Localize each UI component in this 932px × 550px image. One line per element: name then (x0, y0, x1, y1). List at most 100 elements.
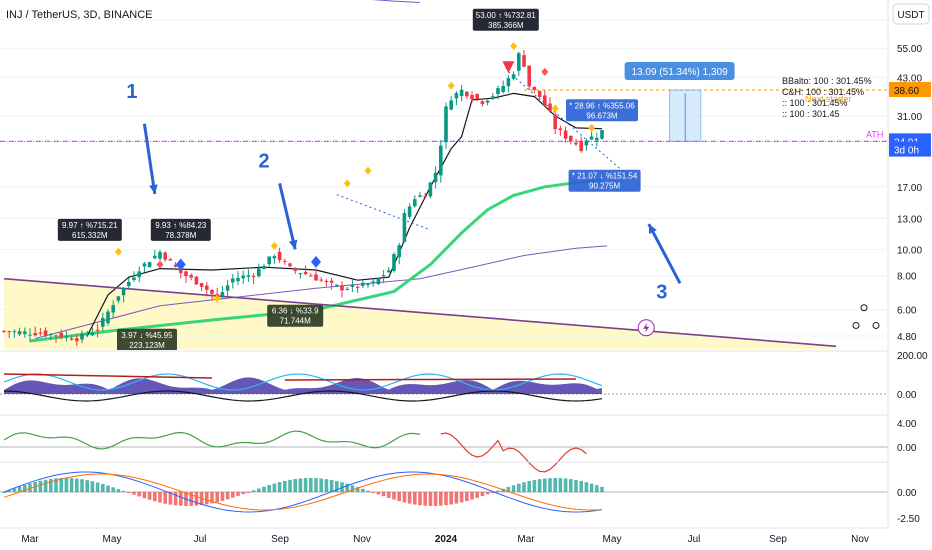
candle-body (121, 287, 126, 296)
histogram-bar (381, 492, 386, 497)
signal-marker (114, 247, 122, 256)
candle-body (272, 256, 277, 259)
signal-marker (447, 81, 455, 90)
histogram-bar (101, 483, 105, 492)
histogram-bar (142, 492, 147, 499)
candle-body (251, 276, 256, 278)
ath-label: ATH (866, 129, 883, 139)
histogram-bar (324, 479, 329, 492)
price-axis-label: 55.00 (897, 44, 922, 55)
histogram-bar (407, 492, 412, 504)
histogram-bar (439, 492, 443, 506)
oscillator-pane-2[interactable] (0, 430, 888, 473)
candle (485, 99, 490, 106)
signal-marker (364, 166, 372, 175)
price-label-text: 3d 0h (894, 146, 919, 157)
histogram-bar (444, 492, 448, 506)
callout-text: * 21.07 ↓ %151.54 (572, 172, 638, 181)
candle-body (147, 262, 152, 268)
candle (563, 126, 568, 143)
histogram-bar (225, 492, 230, 500)
histogram-bar (231, 492, 235, 498)
histogram-bar (194, 492, 199, 506)
histogram-bar (465, 492, 469, 502)
measure-label: 13.09 (51.34%) 1,309 (632, 67, 729, 78)
histogram-bar (423, 492, 427, 506)
candle (17, 327, 22, 336)
candle (272, 254, 277, 264)
histogram-bar (158, 492, 162, 503)
candle (314, 268, 318, 281)
candle-body (69, 338, 74, 340)
price-axis-label: 8.00 (897, 272, 917, 283)
histogram-bar (205, 492, 209, 505)
candle (361, 280, 365, 289)
osc1-red-line (3, 373, 577, 381)
histogram-bar (454, 492, 459, 504)
candle-body (496, 88, 500, 94)
callout-text: 615.332M (72, 231, 108, 240)
candle-body (277, 251, 282, 261)
candle-body (537, 90, 542, 97)
candle (553, 108, 557, 135)
histogram-bar (272, 483, 277, 492)
candle (475, 93, 479, 102)
oscillator-axis-label: 0.00 (897, 488, 917, 499)
histogram-bar (257, 488, 261, 492)
histogram-bar (501, 488, 505, 492)
candle (459, 85, 464, 102)
candle-body (340, 285, 344, 291)
oscillator-pane-3[interactable] (0, 471, 888, 513)
time-axis-label: Mar (21, 534, 39, 545)
oscillator-pane-1[interactable] (0, 373, 888, 402)
price-axis[interactable]: 70.0055.0043.0031.0025.0017.0013.0010.00… (889, 16, 931, 525)
candle-body (231, 278, 235, 283)
callout-text: 6.36 ↓ %33.9 (272, 307, 319, 316)
candle-body (309, 275, 313, 277)
time-axis-label: May (103, 534, 122, 545)
candle (428, 181, 433, 199)
candle-body (355, 286, 360, 288)
price-label-tag: 3d 0h (889, 141, 931, 157)
side-note: :: 100 : 301.45 (782, 109, 840, 119)
candle-body (584, 140, 589, 146)
resistance-label: Next starter (805, 94, 852, 104)
time-axis-label: Sep (271, 534, 289, 545)
signal-marker (270, 241, 278, 250)
event-dot-icon (852, 321, 860, 329)
annotation-number: 1 (126, 81, 137, 103)
histogram-bar (579, 480, 583, 492)
callout-text: 96.673M (586, 111, 617, 120)
candle-body (428, 182, 433, 197)
candle-body (283, 260, 287, 262)
signal-marker (213, 294, 221, 303)
candle (43, 327, 48, 338)
time-axis[interactable]: Mar May Jul Sep Nov 2024 Mar May Jul Sep Nov (0, 527, 888, 545)
candle-body (392, 253, 396, 271)
candle-body (49, 334, 53, 336)
candle-body (324, 280, 329, 282)
currency-label: USDT (897, 10, 924, 21)
candle-body (127, 282, 131, 287)
signal-marker (156, 260, 164, 269)
osc3-macd-line (3, 471, 603, 513)
candle-body (480, 101, 485, 105)
histogram-bar (397, 492, 401, 502)
candle-body (314, 274, 318, 281)
candle-body (220, 292, 225, 296)
oscillator-axis-label: 0.00 (897, 390, 917, 401)
candle-body (184, 271, 188, 277)
candle-body (28, 334, 32, 336)
candle (23, 327, 27, 338)
chart-title: INJ / TetherUS, 3D, BINANCE (6, 9, 153, 21)
candle (491, 92, 495, 101)
candle (189, 273, 193, 281)
histogram-bar (64, 478, 69, 492)
candle-body (189, 275, 193, 278)
histogram-bar (589, 483, 594, 492)
currency-button[interactable]: USDT (892, 3, 930, 25)
